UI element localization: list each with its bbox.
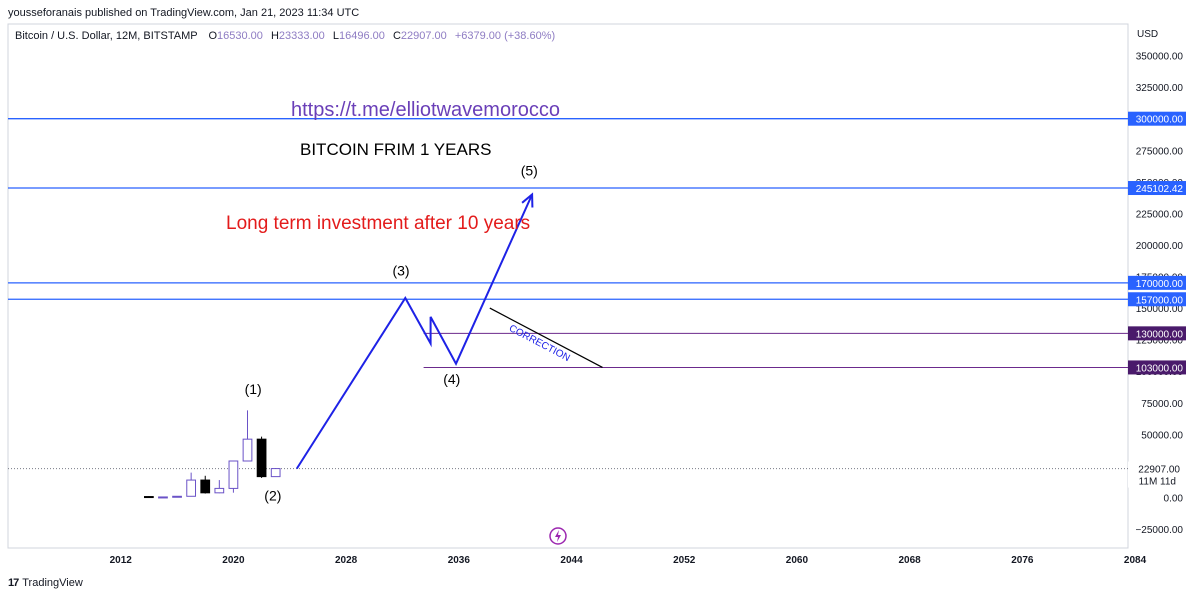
- price-tag-bg: [1128, 360, 1186, 375]
- wave-path-line[interactable]: [295, 194, 534, 470]
- price-tag-label: 300000.00: [1136, 115, 1184, 126]
- price-tag-bg: [1128, 275, 1186, 290]
- x-tick-label: 2020: [222, 555, 245, 566]
- candle-body[interactable]: [214, 487, 225, 494]
- wave-labels: (1) (2) (3) (4) (5): [245, 163, 538, 504]
- last-price-label: 22907.00: [1138, 465, 1180, 476]
- wave-label: (3): [392, 262, 409, 278]
- candle-body[interactable]: [256, 438, 267, 478]
- wave-arrowhead: [521, 192, 534, 208]
- low-value: 16496.00: [339, 30, 385, 42]
- x-tick-label: 2076: [1011, 555, 1034, 566]
- x-tick-label: 2036: [448, 555, 471, 566]
- close-label: C: [393, 30, 401, 42]
- last-price-tag-bg: [1128, 461, 1186, 488]
- candle-body[interactable]: [186, 479, 197, 497]
- elliott-wave[interactable]: [295, 192, 534, 470]
- candle-body[interactable]: [242, 438, 253, 462]
- open-value: 16530.00: [217, 30, 263, 42]
- footer-brand: TradingView: [22, 577, 83, 589]
- price-tags: 300000.00 245102.42 170000.00 157000.00 1300…: [1128, 111, 1186, 488]
- candle-body[interactable]: [172, 495, 182, 498]
- lightning-icon[interactable]: [549, 527, 567, 545]
- y-tick-label: 350000.00: [1136, 52, 1184, 63]
- x-tick-label: 2028: [335, 555, 358, 566]
- x-axis-ticks: 2012 2020 2028 2036 2044 2052 2060 2068 2076 2084: [110, 555, 1147, 566]
- y-tick-label: 200000.00: [1136, 241, 1184, 252]
- x-tick-label: 2084: [1124, 555, 1147, 566]
- x-tick-label: 2052: [673, 555, 696, 566]
- y-tick-label: 275000.00: [1136, 146, 1184, 157]
- high-label: H: [271, 30, 279, 42]
- price-tag-label: 130000.00: [1136, 329, 1184, 340]
- price-tag-bg: [1128, 292, 1186, 307]
- horizontal-lines[interactable]: [8, 118, 1128, 368]
- low-label: L: [333, 30, 339, 42]
- correction-label: CORRECTION: [507, 323, 572, 364]
- open-label: O: [208, 30, 217, 42]
- x-tick-label: 2060: [786, 555, 809, 566]
- plot-frame: [7, 23, 1129, 549]
- published-info: yousseforanais published on TradingView.…: [8, 7, 360, 19]
- symbol-legend: Bitcoin / U.S. Dollar, 12M, BITSTAMP O16…: [15, 30, 555, 42]
- price-tag-label: 170000.00: [1136, 279, 1184, 290]
- y-tick-label: 125000.00: [1136, 336, 1184, 347]
- x-tick-label: 2068: [899, 555, 922, 566]
- price-tag-bg: [1128, 326, 1186, 341]
- symbol-name: Bitcoin / U.S. Dollar, 12M, BITSTAMP: [15, 30, 197, 42]
- correction-line[interactable]: [489, 307, 603, 369]
- wave-label: (5): [521, 163, 538, 179]
- high-value: 23333.00: [279, 30, 325, 42]
- price-tag-label: 103000.00: [1136, 363, 1184, 374]
- price-tag-bg: [1128, 181, 1186, 196]
- wave-label: (1): [245, 381, 262, 397]
- close-value: 22907.00: [401, 30, 447, 42]
- price-tag-bg: [1128, 111, 1186, 126]
- y-tick-label: −25000.00: [1135, 525, 1183, 536]
- telegram-link-text[interactable]: https://t.me/elliotwavemorocco: [291, 99, 560, 121]
- wave-label: (4): [443, 371, 460, 387]
- candle-body[interactable]: [200, 479, 211, 494]
- annotation-title: BITCOIN FRIM 1 YEARS: [300, 140, 491, 159]
- footer: 17 TradingView: [8, 577, 83, 589]
- candle-body[interactable]: [270, 468, 281, 478]
- tradingview-logo-icon: 17: [8, 577, 19, 589]
- y-tick-label: 325000.00: [1136, 83, 1184, 94]
- correction-annotation[interactable]: CORRECTION: [489, 307, 603, 369]
- price-tag-label: 245102.42: [1136, 184, 1184, 195]
- candles[interactable]: [144, 410, 281, 499]
- currency-label: USD: [1137, 29, 1158, 40]
- countdown-label: 11M 11d: [1139, 477, 1176, 488]
- candle-body[interactable]: [228, 460, 239, 489]
- candle-body[interactable]: [158, 496, 168, 499]
- y-tick-label: 150000.00: [1136, 304, 1184, 315]
- x-tick-label: 2012: [110, 555, 133, 566]
- candle-body[interactable]: [144, 496, 154, 499]
- y-tick-label: 0.00: [1164, 493, 1184, 504]
- annotation-subtitle: Long term investment after 10 years: [226, 213, 530, 234]
- change-value: +6379.00 (+38.60%): [455, 30, 555, 42]
- y-tick-label: 225000.00: [1136, 209, 1184, 220]
- wave-label: (2): [264, 488, 281, 504]
- x-tick-label: 2044: [560, 555, 583, 566]
- price-tag-label: 157000.00: [1136, 295, 1184, 306]
- y-tick-label: 50000.00: [1141, 430, 1183, 441]
- y-tick-label: 75000.00: [1141, 399, 1183, 410]
